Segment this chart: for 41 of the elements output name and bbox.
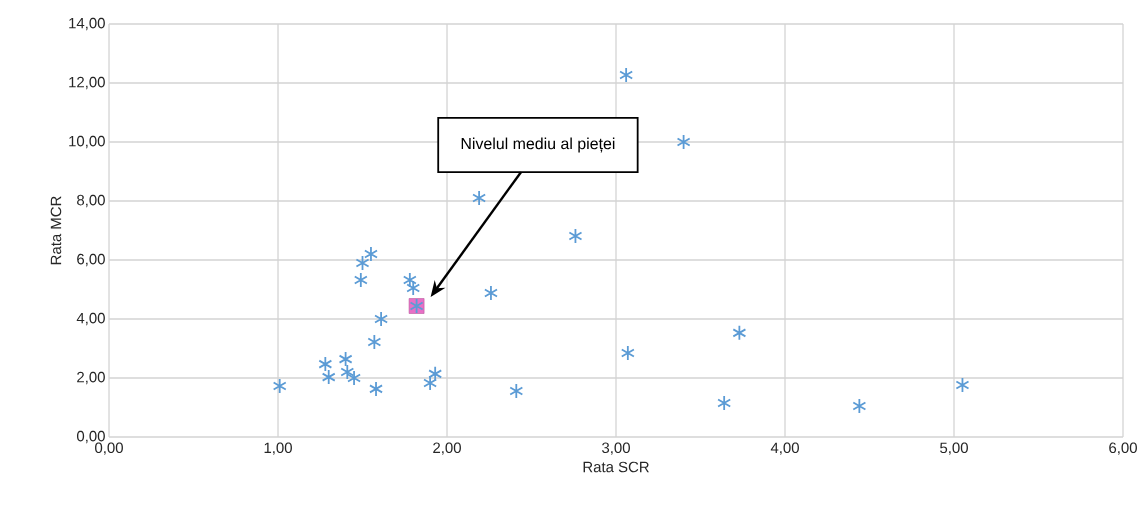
point xyxy=(955,377,970,393)
point xyxy=(428,365,443,382)
point xyxy=(272,378,287,394)
point xyxy=(732,324,747,341)
x-tick-label: 0,00 xyxy=(95,442,123,455)
y-tick-label: 14,00 xyxy=(69,17,105,31)
point xyxy=(369,381,383,397)
point xyxy=(483,285,498,301)
point xyxy=(717,395,732,411)
point xyxy=(338,351,353,368)
x-tick-label: 6,00 xyxy=(1109,442,1137,455)
y-axis-title: Rata MCR xyxy=(50,196,62,265)
y-tick-label: 6,00 xyxy=(77,253,105,267)
point xyxy=(355,255,370,271)
point xyxy=(472,190,487,206)
x-tick-label: 1,00 xyxy=(264,442,292,455)
point xyxy=(374,311,389,327)
y-tick-label: 0,00 xyxy=(76,430,105,444)
point xyxy=(367,334,382,350)
point xyxy=(620,345,635,361)
x-tick-label: 3,00 xyxy=(602,442,630,455)
point xyxy=(347,370,362,386)
y-tick-label: 8,00 xyxy=(77,194,105,208)
point xyxy=(509,383,524,399)
point xyxy=(353,272,368,288)
point xyxy=(852,398,867,414)
point xyxy=(676,134,691,150)
point xyxy=(423,375,438,391)
point xyxy=(619,67,634,83)
point xyxy=(363,246,378,262)
y-tick-label: 4,00 xyxy=(76,312,105,326)
x-tick-label: 4,00 xyxy=(770,442,799,455)
annotation: Nivelul mediu al pieței xyxy=(461,137,615,153)
y-tick-label: 10,00 xyxy=(69,135,105,149)
y-tick-label: 12,00 xyxy=(69,76,105,90)
point xyxy=(340,364,355,380)
x-tick-label: 2,00 xyxy=(433,442,461,455)
point xyxy=(568,228,583,244)
y-tick-label: 2,00 xyxy=(77,371,105,385)
x-tick-label: 5,00 xyxy=(940,442,968,455)
x-axis-title: Rata SCR xyxy=(583,461,649,473)
